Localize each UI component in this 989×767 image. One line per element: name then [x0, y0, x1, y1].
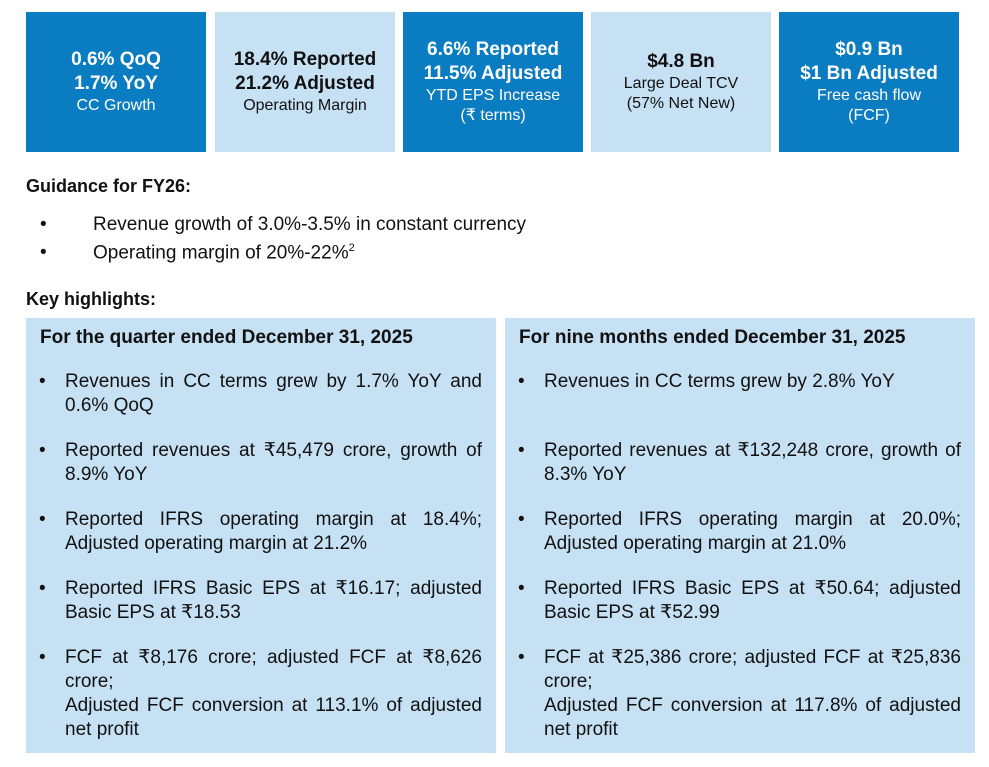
highlight-item: Reported IFRS operating margin at 18.4%;… [39, 508, 482, 556]
item-text: Revenues in CC terms grew by 2.8% YoY [544, 371, 895, 392]
item-text: FCF at ₹25,386 crore; adjusted FCF at ₹2… [544, 647, 961, 692]
item-text: Reported revenues at ₹45,479 crore, grow… [65, 440, 482, 485]
guidance-title: Guidance for FY26: [26, 176, 192, 196]
item-text: Reported IFRS operating margin at 18.4%;… [65, 509, 482, 554]
kpi-card: $0.9 Bn $1 Bn Adjusted Free cash flow (FCF) [779, 12, 959, 152]
kpi-line: $0.9 Bn [835, 39, 903, 60]
highlight-item: Reported revenues at ₹132,248 crore, gro… [518, 439, 961, 487]
kpi-card: 6.6% Reported 11.5% Adjusted YTD EPS Incre… [403, 12, 583, 152]
kpi-line: 6.6% Reported [427, 39, 559, 60]
kpi-line: (FCF) [848, 107, 890, 124]
panel-title: For the quarter ended December 31, 2025 [40, 327, 413, 348]
kpi-line: (57% Net New) [626, 95, 736, 112]
highlight-item: Reported IFRS operating margin at 20.0%;… [518, 508, 961, 556]
item-text: Revenues in CC terms grew by 1.7% YoY an… [65, 371, 482, 416]
kpi-line: Large Deal TCV [623, 75, 739, 92]
highlight-item: Reported IFRS Basic EPS at ₹16.17; adjus… [39, 577, 482, 625]
kpi-line: 1.7% YoY [74, 73, 158, 94]
kpi-line: CC Growth [76, 97, 156, 114]
kpi-line: YTD EPS Increase [425, 87, 561, 104]
kpi-line: (₹ terms) [460, 107, 526, 124]
kpi-line: $4.8 Bn [647, 51, 715, 72]
highlights-title: Key highlights: [26, 289, 156, 309]
kpi-line: 21.2% Adjusted [235, 73, 375, 94]
highlight-item: FCF at ₹25,386 crore; adjusted FCF at ₹2… [518, 646, 961, 742]
kpi-line: Operating Margin [243, 97, 367, 114]
guidance-item: Revenue growth of 3.0%-3.5% in constant … [40, 214, 526, 236]
guidance-text: Operating margin of 20%-22% [93, 242, 349, 264]
item-text: Adjusted FCF conversion at 113.1% of adj… [65, 695, 482, 740]
kpi-line: 11.5% Adjusted [423, 63, 563, 84]
kpi-line: Free cash flow [816, 87, 922, 104]
item-text: Adjusted FCF conversion at 117.8% of adj… [544, 695, 961, 740]
item-text: Reported IFRS Basic EPS at ₹50.64; adjus… [544, 578, 961, 623]
kpi-card: 18.4% Reported 21.2% Adjusted Operating Ma… [215, 12, 395, 152]
guidance-item: Operating margin of 20%-22%2 [40, 242, 355, 264]
kpi-card: $4.8 Bn Large Deal TCV (57% Net New) [591, 12, 771, 152]
highlight-item: Reported revenues at ₹45,479 crore, grow… [39, 439, 482, 487]
kpi-line: 18.4% Reported [233, 49, 377, 70]
kpi-line: $1 Bn Adjusted [800, 63, 938, 84]
item-text: Reported revenues at ₹132,248 crore, gro… [544, 440, 961, 485]
item-text: FCF at ₹8,176 crore; adjusted FCF at ₹8,… [65, 647, 482, 692]
kpi-line: 0.6% QoQ [71, 49, 161, 70]
kpi-card: 0.6% QoQ 1.7% YoY CC Growth [26, 12, 206, 152]
item-text: Reported IFRS Basic EPS at ₹16.17; adjus… [65, 578, 482, 623]
footnote-ref: 2 [348, 242, 355, 254]
highlight-panel: For the quarter ended December 31, 2025 R… [26, 318, 496, 753]
highlight-item: Revenues in CC terms grew by 1.7% YoY an… [39, 370, 482, 418]
highlight-panel: For nine months ended December 31, 2025 R… [505, 318, 975, 753]
highlight-item: Revenues in CC terms grew by 2.8% YoY [518, 370, 961, 394]
highlight-item: FCF at ₹8,176 crore; adjusted FCF at ₹8,… [39, 646, 482, 742]
item-text: Reported IFRS operating margin at 20.0%;… [544, 509, 961, 554]
panel-title: For nine months ended December 31, 2025 [519, 327, 906, 348]
highlight-item: Reported IFRS Basic EPS at ₹50.64; adjus… [518, 577, 961, 625]
